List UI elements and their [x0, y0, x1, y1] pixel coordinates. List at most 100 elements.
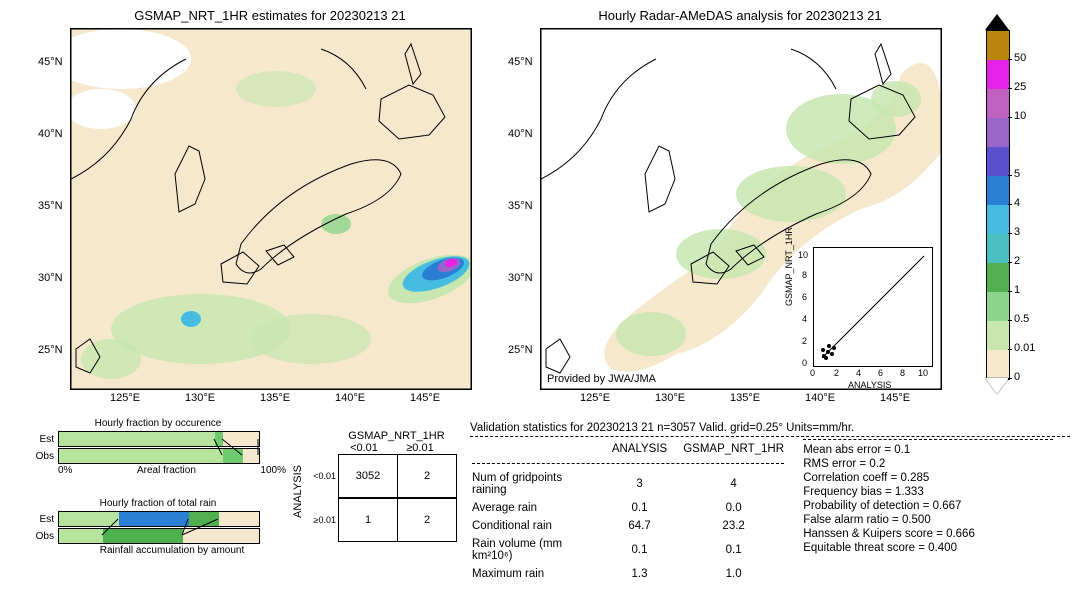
l-xt-140: 140°E: [335, 392, 365, 404]
scatter-inset: 0 2 4 6 8 10 0 2 4 6 8 10 ANALYSIS GSMAP…: [813, 247, 933, 367]
l-yt-45: 45°N: [38, 56, 63, 68]
inset-yt8: 8: [802, 270, 807, 280]
sr4n: Maximum rain: [472, 566, 610, 582]
stats-title: Validation statistics for 20230213 21 n=…: [470, 422, 1070, 434]
inset-yt6: 6: [802, 292, 807, 302]
cbar-tick-2: 2: [1014, 255, 1020, 267]
ct-rowtitle: ANALYSIS: [292, 442, 304, 542]
cbar-tick-0.01: 0.01: [1014, 342, 1035, 354]
cbar-tick-0.5: 0.5: [1014, 313, 1029, 325]
stR0: Mean abs error = 0.1: [803, 444, 1053, 456]
ct-01: 2: [398, 455, 457, 498]
inset-xlabel: ANALYSIS: [848, 380, 891, 390]
inset-xt2: 2: [834, 368, 839, 378]
occur-obs-lbl: Obs: [30, 451, 58, 462]
inset-xt8: 8: [900, 368, 905, 378]
ct-11: 2: [398, 499, 457, 542]
hourly-occurrence-chart: Hourly fraction by occurence Est Obs: [30, 418, 286, 476]
inset-yt0: 0: [802, 358, 807, 368]
sr2b: 23.2: [683, 518, 798, 534]
r-yt-35: 35°N: [508, 200, 533, 212]
cbar-bot-triangle: [985, 378, 1009, 394]
occur-est-lbl: Est: [30, 434, 58, 445]
contingency-table: GSMAP_NRT_1HR ANALYSIS <0.01 ≥0.01 <0.01…: [292, 430, 457, 542]
sr4b: 1.0: [683, 566, 798, 582]
stR1: RMS error = 0.2: [803, 458, 1053, 470]
hourly-total-chart: Hourly fraction of total rain Est Obs: [30, 498, 286, 556]
stats-left-table: ANALYSIS GSMAP_NRT_1HR Num of gridpoints…: [470, 439, 800, 584]
ct-col0: <0.01: [336, 442, 392, 454]
total-title: Hourly fraction of total rain: [30, 498, 286, 509]
left-map-title: GSMAP_NRT_1HR estimates for 20230213 21: [70, 8, 470, 23]
inset-xt6: 6: [878, 368, 883, 378]
occur-x1: 100%: [260, 465, 286, 476]
stats-colA: ANALYSIS: [612, 441, 681, 457]
inset-xt4: 4: [856, 368, 861, 378]
sr3b: 0.1: [683, 536, 798, 564]
inset-xt10: 10: [918, 368, 928, 378]
stR4: Probability of detection = 0.667: [803, 500, 1053, 512]
cbar-tick-50: 50: [1014, 52, 1026, 64]
inset-ylabel: GSMAP_NRT_1HR: [784, 196, 794, 306]
sr4a: 1.3: [612, 566, 681, 582]
ct-title: GSMAP_NRT_1HR: [336, 430, 457, 442]
l-xt-145: 145°E: [410, 392, 440, 404]
sr3n: Rain volume (mm km²10⁶): [472, 536, 610, 564]
total-xlabel: Rainfall accumulation by amount: [100, 545, 245, 556]
l-yt-35: 35°N: [38, 200, 63, 212]
stats-colB: GSMAP_NRT_1HR: [683, 441, 798, 457]
stR3: Frequency bias = 1.333: [803, 486, 1053, 498]
total-est-lbl: Est: [30, 514, 58, 525]
total-obs-lbl: Obs: [30, 531, 58, 542]
colorbar: [986, 30, 1010, 380]
occur-x0: 0%: [58, 465, 72, 476]
l-yt-40: 40°N: [38, 128, 63, 140]
inset-xt0: 0: [810, 368, 815, 378]
figure-root: GSMAP_NRT_1HR estimates for 20230213 21: [0, 0, 1080, 612]
sr3a: 0.1: [612, 536, 681, 564]
stats-right: Mean abs error = 0.1 RMS error = 0.2 Cor…: [803, 439, 1053, 556]
r-yt-40: 40°N: [508, 128, 533, 140]
ct-10: 1: [339, 499, 398, 542]
sr2a: 64.7: [612, 518, 681, 534]
left-map: [70, 28, 472, 390]
sr0n: Num of gridpoints raining: [472, 470, 610, 498]
sr1n: Average rain: [472, 500, 610, 516]
r-xt-135: 135°E: [730, 392, 760, 404]
cbar-top-triangle: [985, 14, 1009, 30]
l-yt-25: 25°N: [38, 344, 63, 356]
sr0b: 4: [683, 470, 798, 498]
r-xt-140: 140°E: [805, 392, 835, 404]
stR6: Hanssen & Kuipers score = 0.666: [803, 528, 1053, 540]
ct-00: 3052: [339, 455, 398, 498]
sr0a: 3: [612, 470, 681, 498]
stR7: Equitable threat score = 0.400: [803, 542, 1053, 554]
r-yt-25: 25°N: [508, 344, 533, 356]
cbar-tick-3: 3: [1014, 226, 1020, 238]
r-yt-45: 45°N: [508, 56, 533, 68]
sr1b: 0.0: [683, 500, 798, 516]
r-xt-145: 145°E: [880, 392, 910, 404]
occur-xlabel: Areal fraction: [137, 465, 196, 476]
ct-col1: ≥0.01: [392, 442, 448, 454]
inset-yt2: 2: [802, 336, 807, 346]
sr2n: Conditional rain: [472, 518, 610, 534]
l-xt-135: 135°E: [260, 392, 290, 404]
cbar-tick-1: 1: [1014, 284, 1020, 296]
ct-row1: ≥0.01: [306, 515, 338, 525]
provided-by: Provided by JWA/JMA: [547, 373, 656, 385]
r-xt-130: 130°E: [655, 392, 685, 404]
ct-row0: <0.01: [306, 471, 338, 481]
stR2: Correlation coeff = 0.285: [803, 472, 1053, 484]
cbar-tick-10: 10: [1014, 110, 1026, 122]
l-xt-125: 125°E: [110, 392, 140, 404]
right-map: Provided by JWA/JMA 0 2 4 6 8 10 0 2 4: [540, 28, 942, 390]
stR5: False alarm ratio = 0.500: [803, 514, 1053, 526]
inset-yt10: 10: [798, 250, 808, 260]
r-yt-30: 30°N: [508, 272, 533, 284]
l-yt-30: 30°N: [38, 272, 63, 284]
l-xt-130: 130°E: [185, 392, 215, 404]
cbar-tick-4: 4: [1014, 197, 1020, 209]
cbar-tick-5: 5: [1014, 168, 1020, 180]
right-map-title: Hourly Radar-AMeDAS analysis for 2023021…: [540, 8, 940, 23]
